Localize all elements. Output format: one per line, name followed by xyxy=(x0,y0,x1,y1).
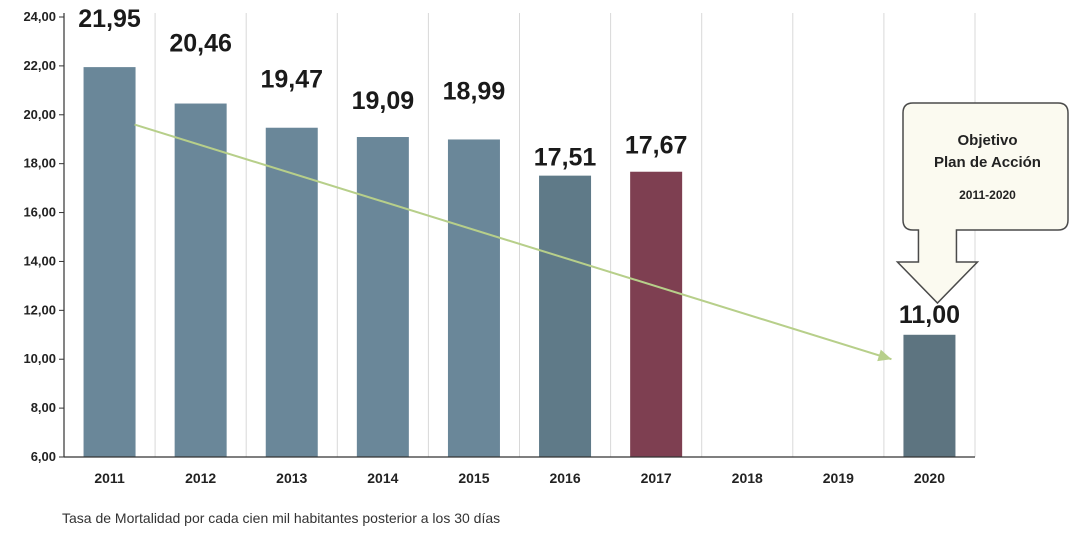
y-tick-label: 20,00 xyxy=(23,107,56,122)
grid-lines xyxy=(154,13,976,457)
bar xyxy=(630,171,683,457)
trend-arrow xyxy=(134,123,892,362)
chart-caption: Tasa de Mortalidad por cada cien mil hab… xyxy=(62,510,501,526)
data-label: 19,47 xyxy=(260,66,323,94)
x-tick-label: 2011 xyxy=(94,470,125,486)
x-tick-label: 2019 xyxy=(823,470,854,486)
data-label: 11,00 xyxy=(899,301,960,329)
data-label: 17,67 xyxy=(625,132,688,160)
x-tick-label: 2012 xyxy=(185,470,216,486)
y-tick-label: 22,00 xyxy=(23,58,56,73)
y-tick-label: 18,00 xyxy=(23,156,56,171)
x-tick-label: 2013 xyxy=(276,470,307,486)
data-label: 20,46 xyxy=(169,30,232,58)
x-axis-ticks: 2011 2012 2013 2014 2015 2016 2017 2018 2019 2020 xyxy=(94,470,945,486)
callout-title-line1: Objetivo xyxy=(957,132,1017,149)
x-tick-label: 2018 xyxy=(732,470,763,486)
y-tick-label: 6,00 xyxy=(31,449,56,464)
callout-shape xyxy=(895,102,1069,305)
y-tick-label: 24,00 xyxy=(23,9,56,24)
callout-title-line2: Plan de Acción xyxy=(934,154,1041,171)
y-tick-label: 10,00 xyxy=(23,351,56,366)
bar xyxy=(174,103,227,458)
bars xyxy=(83,67,956,458)
data-labels: 21,95 20,46 19,47 19,09 18,99 17,51 17,67 11,00 xyxy=(78,5,960,329)
data-label: 21,95 xyxy=(78,5,141,33)
y-tick-label: 16,00 xyxy=(23,205,56,220)
x-tick-label: 2016 xyxy=(549,470,580,486)
x-tick-label: 2014 xyxy=(367,470,398,486)
bar xyxy=(265,127,318,457)
trend-arrowhead xyxy=(877,349,892,362)
objective-callout: Objetivo Plan de Acción 2011-2020 xyxy=(895,102,1069,305)
bar xyxy=(539,175,592,457)
data-label: 19,09 xyxy=(352,87,415,115)
bar xyxy=(356,137,409,457)
y-axis-ticks: 6,00 8,00 10,00 12,00 14,00 16,00 18,00 20,00 22… xyxy=(23,9,64,464)
data-label: 17,51 xyxy=(534,144,597,172)
data-label: 18,99 xyxy=(443,77,506,105)
x-tick-label: 2017 xyxy=(641,470,672,486)
y-tick-label: 12,00 xyxy=(23,302,56,317)
y-tick-label: 14,00 xyxy=(23,253,56,268)
callout-subtitle: 2011-2020 xyxy=(959,188,1016,202)
axes xyxy=(63,13,975,458)
bar xyxy=(83,67,136,457)
x-tick-label: 2020 xyxy=(914,470,945,486)
bar xyxy=(903,334,956,457)
x-tick-label: 2015 xyxy=(458,470,489,486)
y-tick-label: 8,00 xyxy=(31,400,56,415)
bar xyxy=(447,139,500,457)
trend-line xyxy=(134,123,892,361)
